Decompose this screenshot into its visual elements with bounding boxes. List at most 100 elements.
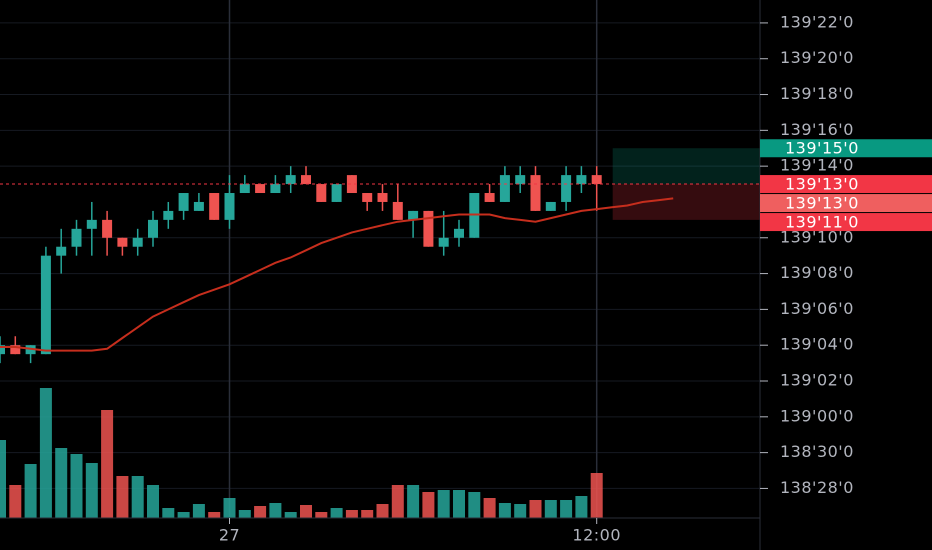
price-axis: 139'22'0 139'20'0 139'18'0 139'16'0 139'14'0…	[760, 12, 932, 497]
candle-body	[71, 228, 82, 247]
volume-bar	[330, 508, 343, 518]
price-badge-label: 139'11'0	[785, 213, 859, 232]
y-tick-label: 139'20'0	[780, 48, 854, 67]
volume-bar	[116, 476, 129, 518]
moving-average	[0, 197, 674, 352]
price-badge	[760, 139, 932, 158]
price-badge-label: 139'13'0	[785, 194, 859, 213]
volume-bar	[223, 498, 236, 518]
volume-bar	[300, 505, 312, 518]
candle-body	[270, 184, 281, 194]
volume-bar	[0, 440, 6, 518]
volume-bar	[55, 448, 68, 518]
volume-bar	[39, 388, 52, 518]
volume-bar	[345, 510, 358, 518]
candle-body	[209, 193, 220, 220]
candle-body	[193, 201, 204, 211]
y-tick-label: 139'18'0	[780, 84, 854, 103]
candle-body	[285, 175, 296, 185]
volume-bar	[590, 473, 603, 518]
y-tick-label: 139'10'0	[780, 227, 854, 246]
volume-bar	[101, 410, 114, 518]
volume-bar	[162, 508, 175, 518]
candle-body	[408, 210, 419, 220]
candle-body	[484, 193, 495, 202]
y-tick-label: 139'22'0	[780, 12, 854, 31]
y-tick-label: 139'06'0	[780, 299, 854, 318]
candle-body	[239, 184, 250, 194]
candle-body	[10, 345, 21, 355]
y-tick-label: 139'02'0	[780, 371, 854, 390]
candle-body	[423, 210, 434, 247]
volume-bar	[437, 490, 450, 518]
volume-bar	[177, 512, 190, 518]
volume-bar	[9, 485, 22, 518]
candle-body	[0, 345, 5, 355]
volume-bar	[284, 512, 297, 518]
candle-body	[377, 193, 388, 202]
price-badge-label: 139'13'0	[785, 175, 859, 194]
x-tick-label: 27	[219, 526, 240, 545]
x-tick-label: 12:00	[572, 526, 621, 545]
grid	[0, 0, 760, 518]
volume-bar	[254, 506, 267, 518]
candle-body	[515, 175, 526, 185]
candle-body	[178, 193, 189, 211]
volume-bar	[575, 496, 588, 518]
volume-bar	[269, 503, 282, 518]
volume-bar	[361, 510, 374, 518]
price-badge	[760, 194, 932, 213]
volume-bar	[131, 476, 144, 518]
price-badge	[760, 175, 932, 194]
candle-body	[591, 175, 602, 185]
y-tick-label: 139'04'0	[780, 335, 854, 354]
volume-bar	[483, 498, 496, 518]
y-tick-label: 138'30'0	[780, 442, 854, 461]
volume-bar	[147, 485, 159, 518]
overlay	[0, 183, 760, 352]
candle-body	[255, 184, 266, 194]
stop-zone	[612, 184, 760, 220]
candle-body	[224, 193, 235, 220]
volume-bar	[391, 485, 404, 518]
volume-bar	[544, 500, 557, 518]
volume-bar	[560, 500, 573, 518]
candle-body	[148, 219, 158, 238]
candle-body	[454, 228, 464, 238]
candle-body	[40, 255, 51, 355]
volume-bar	[376, 504, 389, 518]
candle-body	[362, 193, 373, 202]
candle-body	[132, 237, 143, 247]
volume-bar	[238, 510, 251, 518]
price-badge	[760, 213, 932, 232]
candle-body	[117, 237, 128, 247]
y-tick-label: 139'00'0	[780, 406, 854, 425]
y-tick-label: 139'14'0	[780, 156, 854, 175]
position-zones	[612, 148, 760, 220]
volume-bar	[498, 503, 511, 518]
candle-body	[545, 201, 556, 211]
y-tick-label: 139'16'0	[780, 120, 854, 139]
volume-bar	[24, 464, 37, 518]
candle-body	[530, 175, 541, 211]
candle-body	[163, 210, 174, 220]
volume-bar	[85, 463, 98, 518]
candle-body	[331, 184, 342, 202]
y-tick-label: 139'08'0	[780, 263, 854, 282]
candle-body	[561, 175, 572, 202]
volume-bar	[514, 504, 527, 518]
volume-bar	[422, 492, 435, 518]
volume	[0, 388, 603, 518]
y-tick-label: 138'28'0	[780, 478, 854, 497]
candle-body	[56, 246, 67, 256]
price-badge-label: 139'15'0	[785, 139, 859, 158]
volume-bar	[208, 512, 221, 518]
candle-body	[438, 237, 449, 247]
volume-bar	[70, 454, 83, 518]
candle-body	[576, 175, 587, 185]
candle-body	[86, 219, 97, 229]
candle-body	[301, 175, 311, 185]
candle-body	[346, 175, 357, 194]
candle-body	[392, 201, 403, 220]
